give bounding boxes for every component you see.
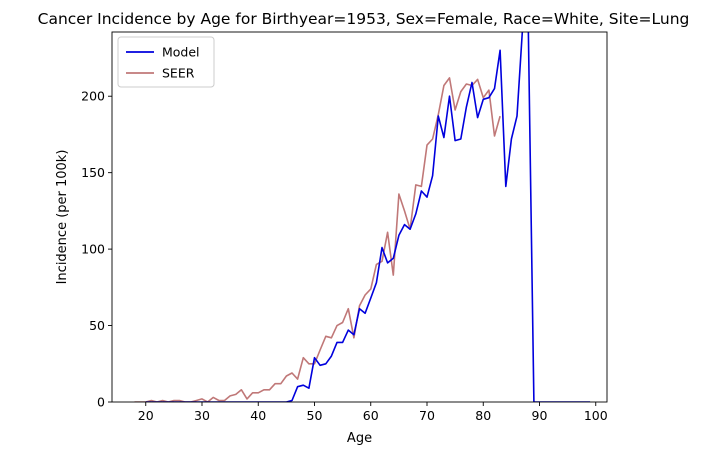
plot-frame (111, 31, 608, 403)
y-tick-label: 150 (81, 165, 105, 180)
axes-layer: 20 30 40 50 60 70 80 90 100 0 50 100 150 200 (81, 31, 608, 423)
x-tick-label: 80 (475, 408, 491, 423)
x-tick-label: 30 (194, 408, 210, 423)
x-tick-label: 50 (307, 408, 323, 423)
legend-box (117, 36, 215, 88)
legend: Model SEER (117, 36, 215, 88)
y-tick-label: 50 (89, 318, 105, 333)
y-axis-label: Incidence (per 100k) (55, 150, 70, 285)
x-tick-label: 20 (138, 408, 154, 423)
series-line-model (145, 32, 591, 402)
y-tick-label: 100 (81, 242, 105, 257)
y-tick-label: 0 (97, 395, 105, 410)
x-tick-label: 100 (584, 408, 608, 423)
legend-label-seer: SEER (162, 66, 195, 81)
chart-title: Cancer Incidence by Age for Birthyear=19… (38, 10, 690, 28)
plot-layer (134, 32, 591, 402)
legend-label-model: Model (162, 45, 200, 60)
x-tick-label: 90 (532, 408, 548, 423)
x-tick-label: 60 (363, 408, 379, 423)
x-axis-label: Age (347, 431, 372, 446)
series-line-seer (134, 77, 501, 402)
x-tick-label: 40 (250, 408, 266, 423)
x-tick-label: 70 (419, 408, 435, 423)
y-tick-label: 200 (81, 89, 105, 104)
